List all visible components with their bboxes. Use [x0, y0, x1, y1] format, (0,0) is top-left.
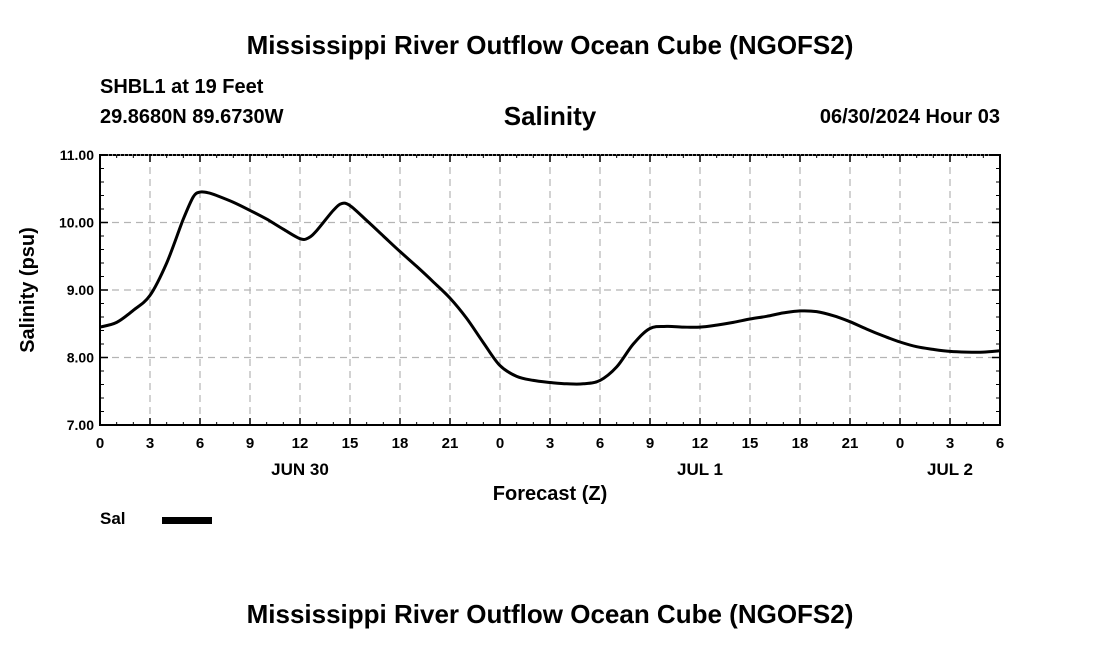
x-tick-label: 15: [342, 435, 359, 452]
day-label: JUN 30: [271, 460, 329, 479]
x-tick-label: 3: [146, 435, 154, 452]
labels-layer: 0 3 6 9 12 15 18 21 0 3 6 9 12 15 18 21 0 3 6 7.00 8.00 9.00 1…: [59, 147, 1004, 479]
coordinates-label: 29.8680N 89.6730W: [100, 106, 284, 128]
x-tick-label: 6: [196, 435, 204, 452]
x-tick-label: 9: [246, 435, 254, 452]
datetime-label: 06/30/2024 Hour 03: [819, 106, 1000, 128]
x-tick-label: 12: [292, 435, 309, 452]
x-tick-label: 6: [996, 435, 1004, 452]
x-tick-label: 15: [742, 435, 759, 452]
x-tick-label: 3: [946, 435, 954, 452]
series-layer: [99, 190, 1001, 386]
y-tick-label: 10.00: [59, 215, 94, 231]
footer-title: Mississippi River Outflow Ocean Cube (NG…: [246, 599, 854, 629]
day-label: JUL 1: [677, 460, 723, 479]
y-axis-title: Salinity (psu): [17, 227, 39, 353]
y-tick-label: 9.00: [67, 282, 94, 298]
x-tick-label: 18: [792, 435, 809, 452]
x-tick-label: 0: [896, 435, 904, 452]
x-tick-label: 0: [96, 435, 104, 452]
y-tick-label: 7.00: [67, 417, 94, 433]
chart-title: Salinity: [503, 101, 597, 131]
station-label: SHBL1 at 19 Feet: [100, 76, 264, 98]
legend-swatch-sal: [162, 517, 212, 524]
legend-label-sal: Sal: [100, 509, 126, 528]
x-tick-label: 3: [546, 435, 554, 452]
x-tick-label: 21: [842, 435, 859, 452]
x-tick-label: 9: [646, 435, 654, 452]
y-tick-label: 8.00: [67, 350, 94, 366]
x-tick-label: 12: [692, 435, 709, 452]
day-label: JUL 2: [927, 460, 973, 479]
ticks-layer: [99, 154, 1001, 426]
series-line-sal: [99, 190, 1001, 386]
x-tick-label: 21: [442, 435, 459, 452]
y-tick-label: 11.00: [60, 147, 94, 163]
main-title: Mississippi River Outflow Ocean Cube (NG…: [246, 30, 854, 60]
x-tick-label: 0: [496, 435, 504, 452]
grid-layer: [100, 155, 1000, 425]
x-tick-label: 18: [392, 435, 409, 452]
x-tick-label: 6: [596, 435, 604, 452]
x-axis-title: Forecast (Z): [493, 483, 607, 505]
